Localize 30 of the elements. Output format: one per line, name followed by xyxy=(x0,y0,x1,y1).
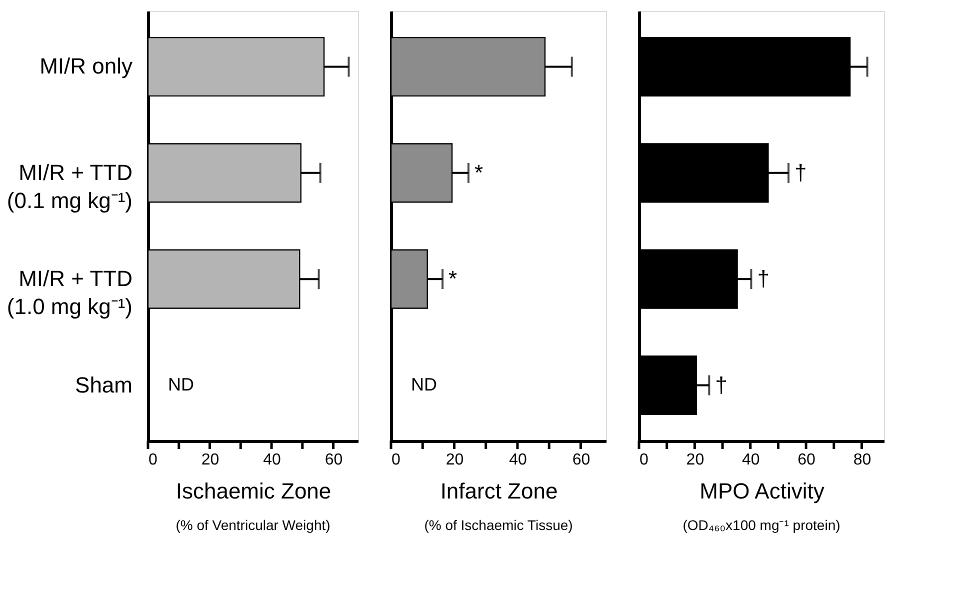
annotation: † xyxy=(757,266,770,292)
annotation: * xyxy=(474,160,484,185)
x-tick-label: 20 xyxy=(201,452,220,468)
x-tick-label: 0 xyxy=(148,452,158,468)
annotation: † xyxy=(794,160,807,185)
x-tick-label: 40 xyxy=(509,452,527,468)
x-tick-label: 60 xyxy=(324,452,343,468)
x-tick-label: 60 xyxy=(798,452,816,468)
x-tick-label: 60 xyxy=(572,452,590,468)
y-tick-label: MI/R only xyxy=(40,54,132,79)
annotation: † xyxy=(715,372,728,398)
x-axis-title: MPO Activity xyxy=(700,478,824,504)
x-tick-label: 20 xyxy=(446,452,464,468)
y-tick-label: MI/R + TTD (1.0 mg kg⁻¹) xyxy=(6,266,132,320)
x-axis-title: Infarct Zone xyxy=(440,478,558,504)
annotation: ND xyxy=(411,374,437,394)
x-tick-label: 0 xyxy=(392,452,400,468)
x-tick-label: 40 xyxy=(263,452,282,468)
x-tick-label: 80 xyxy=(853,452,872,468)
x-tick-label: 0 xyxy=(640,452,648,468)
text: (% of Ischaemic Tissue) xyxy=(424,517,573,533)
annotation: ND xyxy=(168,374,194,394)
text: (OD₄₆₀x100 mg⁻¹ protein) xyxy=(682,517,840,533)
y-tick-label: MI/R + TTD (0.1 mg kg⁻¹) xyxy=(6,160,132,213)
x-axis-title: Ischaemic Zone xyxy=(176,478,332,504)
y-tick-label: Sham xyxy=(75,372,132,398)
x-tick-label: 20 xyxy=(686,452,704,468)
text: (% of Ventricular Weight) xyxy=(176,517,330,533)
x-tick-label: 40 xyxy=(742,452,760,468)
annotation: * xyxy=(448,266,458,292)
